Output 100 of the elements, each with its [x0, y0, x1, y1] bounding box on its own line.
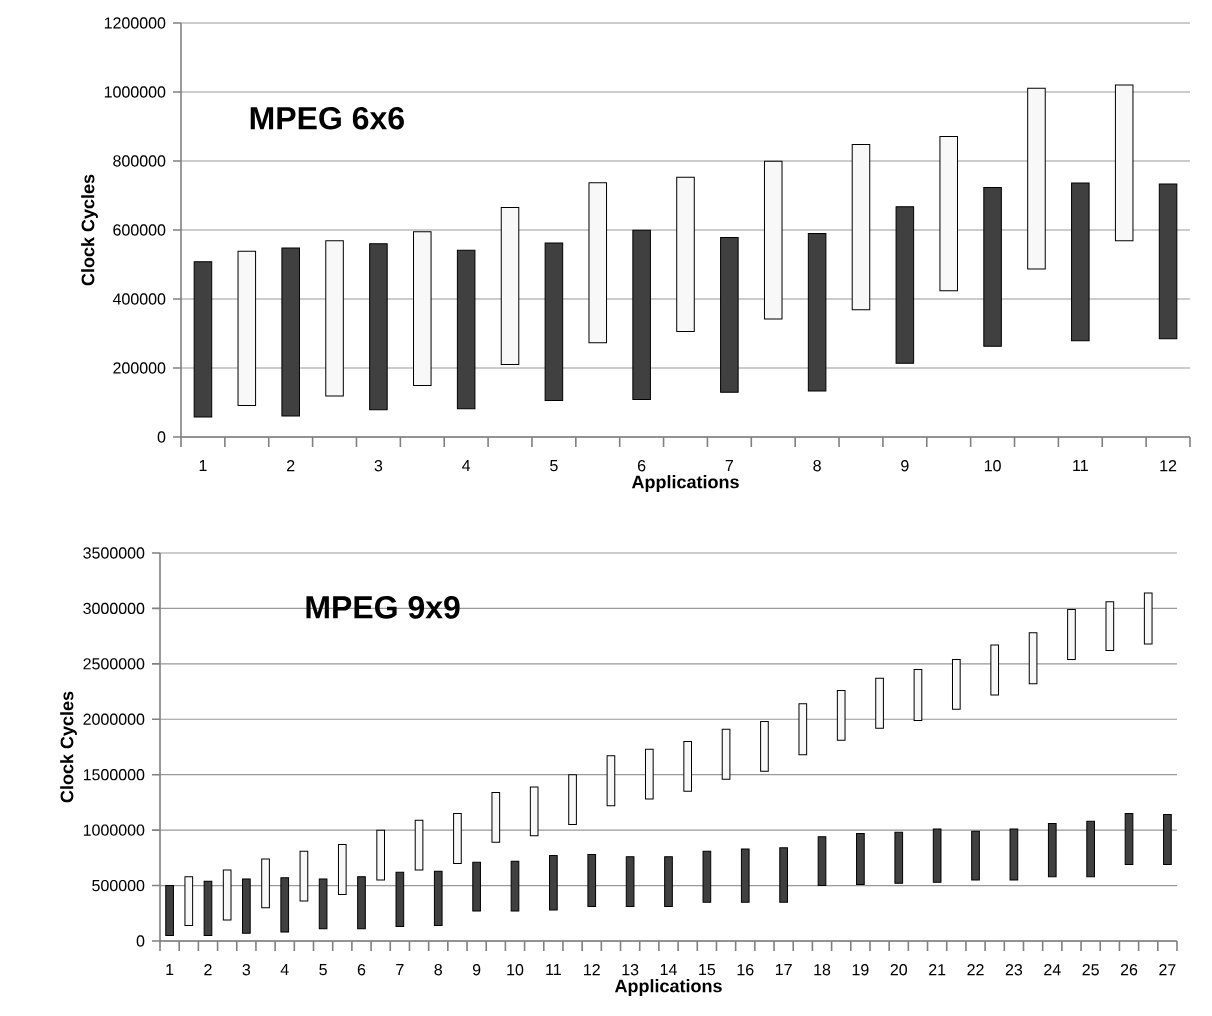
y-axis-title: Clock Cycles [60, 691, 77, 803]
x-tick-label: 5 [550, 460, 558, 472]
text: MPEG 9x9 [306, 595, 460, 619]
bar [456, 249, 476, 410]
bar [1067, 609, 1076, 660]
y-tick-label: 600000 [113, 224, 166, 236]
bar [798, 703, 808, 756]
y-tick-label: 1200000 [104, 17, 166, 29]
bar [817, 836, 827, 887]
x-tick-label: 19 [852, 964, 869, 976]
y-tick-label: 3500000 [83, 547, 145, 559]
x-tick-label: 10 [507, 964, 524, 976]
y-tick-label: 500000 [92, 879, 145, 892]
y-tick-label: 2000000 [83, 713, 145, 725]
bar [318, 878, 328, 930]
x-tick-label: 21 [929, 964, 946, 976]
bar [376, 829, 386, 881]
x-tick-label: 6 [638, 460, 646, 472]
bar [529, 786, 539, 837]
bar [1009, 828, 1019, 881]
x-tick-label: 14 [660, 964, 677, 976]
x-tick-label: 18 [814, 964, 831, 976]
x-tick-label: 7 [396, 964, 404, 976]
bar [357, 876, 366, 930]
bar [644, 748, 654, 800]
bar [676, 176, 695, 332]
bar [1047, 822, 1057, 878]
y-tick-label: 0 [136, 935, 145, 947]
x-tick-label: 1 [199, 460, 207, 472]
bar [1105, 601, 1115, 652]
bar [721, 728, 731, 780]
x-tick-label: 3 [374, 460, 383, 472]
x-tick-label: 4 [280, 964, 289, 976]
x-tick-label: 23 [1005, 964, 1023, 976]
x-tick-label: 22 [967, 964, 984, 976]
bar [472, 861, 481, 912]
bar [760, 720, 769, 772]
bar [1158, 183, 1178, 340]
x-tick-label: 12 [584, 964, 600, 976]
x-tick-label: 4 [462, 460, 471, 472]
x-tick-label: 3 [242, 964, 251, 976]
bar [165, 885, 174, 936]
bar [299, 850, 309, 902]
bar [549, 855, 558, 911]
bar [544, 242, 564, 401]
bar [851, 143, 871, 311]
bar [280, 877, 290, 933]
bar [337, 844, 347, 895]
bar [242, 878, 251, 934]
bar [983, 187, 1002, 347]
x-tick-label: 2 [287, 460, 295, 472]
x-axis-title: Applications [631, 475, 739, 492]
x-tick-label: 26 [1120, 964, 1138, 976]
bar [1163, 814, 1172, 865]
bar [1143, 592, 1153, 645]
x-tick-label: 7 [725, 460, 734, 472]
x-axis-title: Applications [614, 979, 722, 996]
bar [1027, 87, 1046, 270]
bar [395, 871, 405, 928]
bar [203, 880, 213, 936]
x-tick-label: 9 [472, 964, 481, 976]
x-tick-label: 8 [813, 460, 821, 472]
bar [453, 813, 462, 864]
bar [856, 832, 865, 885]
y-tick-label: 3000000 [83, 602, 145, 615]
text: MPEG 6x6 [250, 106, 404, 130]
bar [932, 828, 942, 883]
bar [990, 644, 1000, 696]
bar [807, 232, 827, 392]
bar [500, 207, 520, 366]
bar [625, 856, 635, 908]
bar [875, 677, 884, 729]
bar [414, 819, 424, 871]
bar [895, 206, 915, 364]
bar [588, 182, 608, 344]
x-tick-label: 12 [1160, 460, 1177, 472]
y-tick-label: 2500000 [83, 658, 145, 670]
x-tick-label: 24 [1044, 964, 1061, 976]
bar [894, 831, 904, 884]
x-tick-label: 8 [434, 964, 442, 976]
bar [184, 876, 194, 926]
bar [939, 135, 958, 292]
bar [369, 243, 388, 411]
x-tick-label: 5 [319, 964, 327, 976]
y-tick-label: 1000000 [83, 824, 145, 836]
bar [510, 860, 520, 912]
y-tick-label: 1500000 [83, 769, 145, 781]
bar [413, 231, 432, 387]
bar [325, 240, 344, 397]
bar [913, 668, 923, 721]
bar [779, 847, 788, 903]
y-tick-label: 800000 [113, 155, 166, 167]
bar [740, 848, 750, 903]
bar [836, 689, 846, 741]
bar [971, 830, 980, 881]
bar [433, 870, 443, 926]
bar [951, 658, 961, 710]
x-tick-label: 25 [1082, 964, 1099, 976]
x-tick-label: 13 [622, 964, 639, 976]
bar [1086, 820, 1095, 878]
